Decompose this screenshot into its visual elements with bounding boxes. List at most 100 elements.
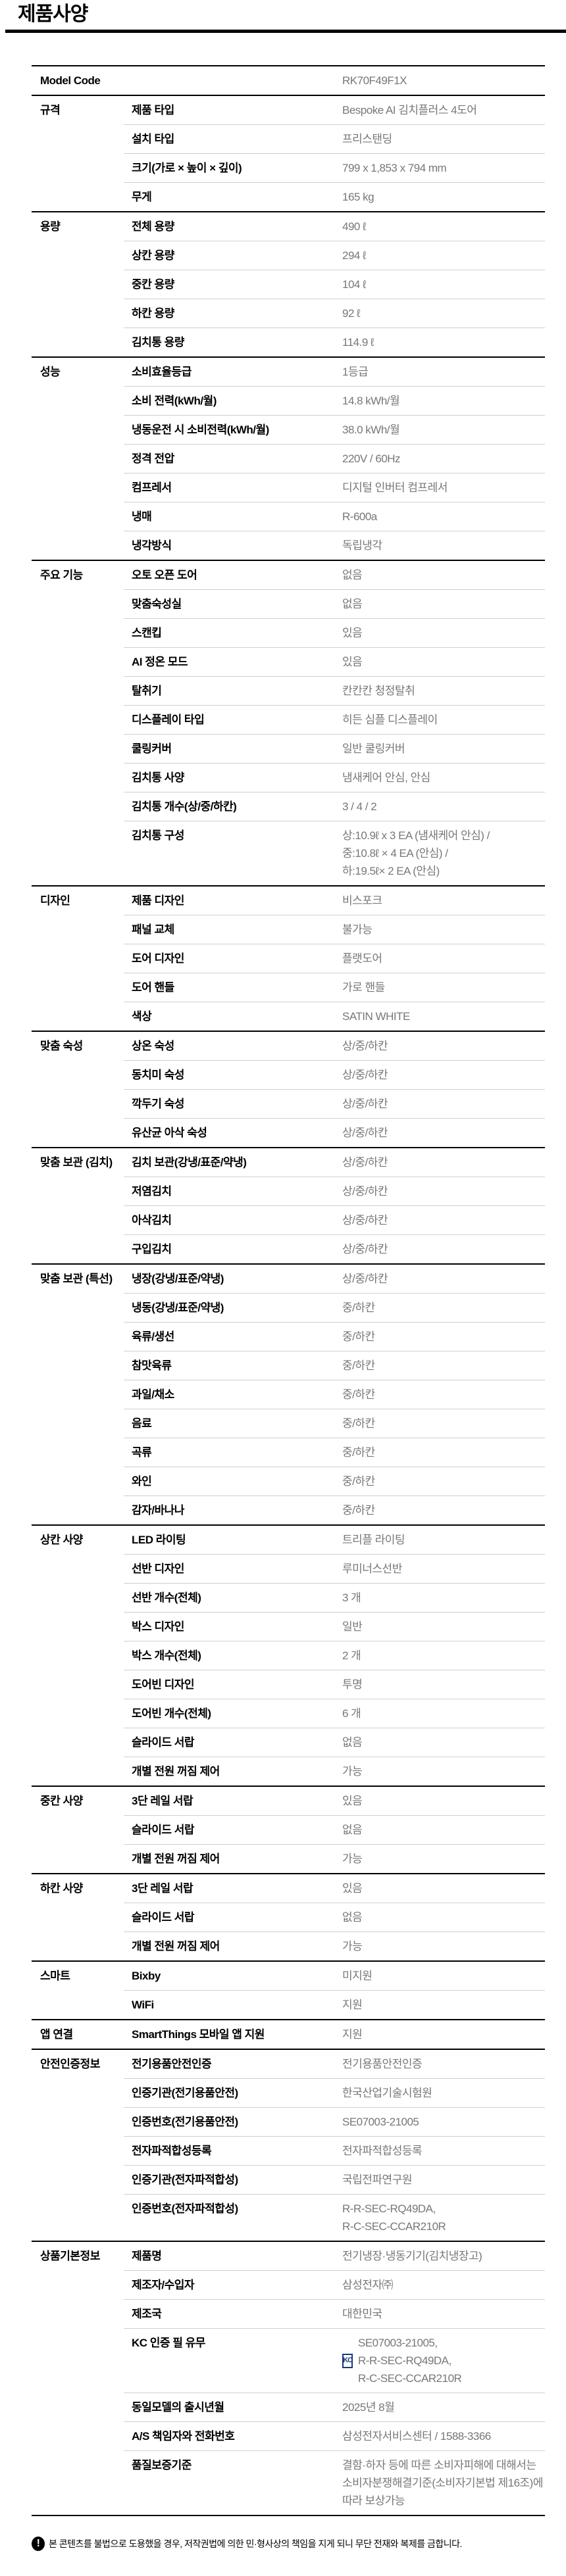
spec-row: 와인 중/하칸 bbox=[124, 1467, 545, 1495]
spec-row: 깍두기 숙성 상/중/하칸 bbox=[124, 1089, 545, 1118]
spec-value: 없음 bbox=[342, 569, 363, 581]
section-label: 상칸 사양 bbox=[40, 1534, 83, 1546]
spec-row: 음료 중/하칸 bbox=[124, 1409, 545, 1438]
spec-row: 도어빈 디자인 투명 bbox=[124, 1670, 545, 1699]
spec-row: 선반 디자인 루미너스선반 bbox=[124, 1554, 545, 1583]
spec-label: 곡류 bbox=[132, 1446, 152, 1459]
spec-row: 설치 타입 프리스탠딩 bbox=[124, 124, 545, 153]
spec-label: 전기용품안전인증 bbox=[132, 2058, 212, 2070]
section-label: 맞춤 숙성 bbox=[40, 1040, 83, 1052]
spec-section: 주요 기능 오토 오픈 도어 없음 맞춤숙성실 없음 스캔킵 있음 AI 정온 모드 있음 탈취기… bbox=[32, 560, 545, 885]
section-rows: 3단 레일 서랍 있음 슬라이드 서랍 없음 개별 전원 꺼짐 제어 가능 bbox=[124, 1874, 545, 1960]
spec-section: 맞춤 숙성 상온 숙성 상/중/하칸 동치미 숙성 상/중/하칸 깍두기 숙성 상/중/하칸… bbox=[32, 1031, 545, 1147]
spec-row: 정격 전압 220V / 60Hz bbox=[124, 444, 545, 473]
kc-mark-icon: KC bbox=[342, 2353, 353, 2368]
spec-label: 도어빈 디자인 bbox=[132, 1678, 195, 1691]
spec-value: 가능 bbox=[342, 1765, 363, 1778]
spec-label: 상칸 용량 bbox=[132, 249, 174, 262]
spec-row: 유산균 아삭 숙성 상/중/하칸 bbox=[124, 1118, 545, 1147]
spec-label: 도어 디자인 bbox=[132, 952, 184, 965]
spec-label: 컴프레서 bbox=[132, 481, 172, 494]
spec-value: 상/중/하칸 bbox=[342, 1098, 388, 1110]
section-label: 주요 기능 bbox=[40, 569, 83, 581]
spec-section: 하칸 사양 3단 레일 서랍 있음 슬라이드 서랍 없음 개별 전원 꺼짐 제어 가능 bbox=[32, 1873, 545, 1960]
spec-label: 패널 교체 bbox=[132, 923, 174, 936]
spec-value: 있음 bbox=[342, 1795, 363, 1807]
spec-row: 전체 용량 490 ℓ bbox=[124, 212, 545, 241]
spec-label: 개별 전원 꺼짐 제어 bbox=[132, 1853, 220, 1865]
spec-label: 제조자/수입자 bbox=[132, 2279, 195, 2291]
spec-row: 김치 보관(강냉/표준/약냉) 상/중/하칸 bbox=[124, 1148, 545, 1177]
spec-row: 선반 개수(전체) 3 개 bbox=[124, 1583, 545, 1612]
spec-row: 도어빈 개수(전체) 6 개 bbox=[124, 1699, 545, 1728]
spec-table: Model Code RK70F49F1X 규격 제품 타입 Bespoke AI … bbox=[32, 65, 545, 2516]
spec-label: 감자/바나나 bbox=[132, 1504, 184, 1517]
spec-value: 일반 쿨링커버 bbox=[342, 742, 405, 755]
spec-label: 냉매 bbox=[132, 510, 152, 523]
spec-value: 상/중/하칸 bbox=[342, 1243, 388, 1255]
spec-label: Bixby bbox=[132, 1970, 161, 1982]
spec-section: 상칸 사양 LED 라이팅 트리플 라이팅 선반 디자인 루미너스선반 선반 개수(전체)… bbox=[32, 1524, 545, 1786]
spec-label: 인증기관(전자파적합성) bbox=[132, 2174, 238, 2186]
spec-label: 저염김치 bbox=[132, 1185, 172, 1198]
spec-row: 냉동(강냉/표준/약냉) 중/하칸 bbox=[124, 1293, 545, 1322]
spec-value: SATIN WHITE bbox=[342, 1010, 410, 1023]
spec-value: 상/중/하칸 bbox=[342, 1127, 388, 1139]
spec-value: R-600a bbox=[342, 510, 377, 523]
spec-value: 삼성전자㈜ bbox=[342, 2279, 394, 2291]
spec-row: 하칸 용량 92 ℓ bbox=[124, 299, 545, 328]
spec-value: 히든 심플 디스플레이 bbox=[342, 714, 438, 726]
spec-value: 독립냉각 bbox=[342, 539, 382, 552]
spec-value: 중/하칸 bbox=[342, 1504, 375, 1517]
spec-label: 유산균 아삭 숙성 bbox=[132, 1127, 207, 1139]
value-line: SE07003-21005, bbox=[358, 2337, 438, 2349]
spec-value: 중/하칸 bbox=[342, 1359, 375, 1372]
spec-value: 중/하칸 bbox=[342, 1301, 375, 1314]
spec-label: 상온 숙성 bbox=[132, 1040, 174, 1052]
spec-value: 중/하칸 bbox=[342, 1446, 375, 1459]
spec-label: 3단 레일 서랍 bbox=[132, 1795, 193, 1807]
spec-row: 저염김치 상/중/하칸 bbox=[124, 1177, 545, 1205]
spec-value: 상/중/하칸 bbox=[342, 1040, 388, 1052]
spec-label: 제품 디자인 bbox=[132, 894, 184, 907]
spec-label: 정격 전압 bbox=[132, 452, 174, 465]
spec-label: LED 라이팅 bbox=[132, 1534, 186, 1546]
spec-row: 스캔킵 있음 bbox=[124, 618, 545, 647]
copyright-notice: ! 본 콘텐츠를 불법으로 도용했을 경우, 저작권법에 의한 민·형사상의 책… bbox=[32, 2537, 462, 2551]
spec-value: 가능 bbox=[342, 1940, 363, 1953]
spec-label: 스캔킵 bbox=[132, 627, 162, 639]
spec-label: 슬라이드 서랍 bbox=[132, 1911, 195, 1924]
spec-row: 전자파적합성등록 전자파적합성등록 bbox=[124, 2136, 545, 2165]
spec-row: 인증번호(전기용품안전) SE07003-21005 bbox=[124, 2107, 545, 2136]
spec-value: 없음 bbox=[342, 598, 363, 610]
spec-label: 김치통 사양 bbox=[132, 771, 184, 784]
spec-label: 김치 보관(강냉/표준/약냉) bbox=[132, 1156, 247, 1169]
spec-label: 개별 전원 꺼짐 제어 bbox=[132, 1765, 220, 1778]
spec-label: 하칸 용량 bbox=[132, 307, 174, 320]
spec-label: 참맛육류 bbox=[132, 1359, 172, 1372]
spec-value: 비스포크 bbox=[342, 894, 382, 907]
spec-label: 무게 bbox=[132, 191, 152, 203]
spec-label: 전체 용량 bbox=[132, 220, 174, 233]
spec-row: 3단 레일 서랍 있음 bbox=[124, 1874, 545, 1903]
spec-row: 인증기관(전기용품안전) 한국산업기술시험원 bbox=[124, 2078, 545, 2107]
spec-value: 디지털 인버터 컴프레서 bbox=[342, 481, 448, 494]
spec-value: 결함·하자 등에 따른 소비자피해에 대해서는 소비자분쟁해결기준(소비자기본법… bbox=[342, 2459, 543, 2507]
spec-row: 탈취기 칸칸칸 청정탈취 bbox=[124, 676, 545, 705]
spec-row: 쿨링커버 일반 쿨링커버 bbox=[124, 734, 545, 763]
spec-label: A/S 책임자와 전화번호 bbox=[132, 2430, 235, 2442]
spec-section: 상품기본정보 제품명 전기냉장·냉동기기(김치냉장고) 제조자/수입자 삼성전자㈜ 제조국… bbox=[32, 2241, 545, 2516]
spec-value: 165 kg bbox=[342, 191, 374, 203]
spec-label: 박스 디자인 bbox=[132, 1620, 184, 1633]
spec-label: 색상 bbox=[132, 1010, 152, 1023]
spec-label: 제조국 bbox=[132, 2308, 162, 2320]
spec-label: 인증번호(전자파적합성) bbox=[132, 2202, 238, 2215]
page-title: 제품사양 bbox=[18, 3, 88, 25]
spec-value: 미지원 bbox=[342, 1970, 373, 1982]
exclamation-icon: ! bbox=[32, 2537, 45, 2551]
spec-value: 프리스탠딩 bbox=[342, 133, 392, 145]
spec-value: 중/하칸 bbox=[342, 1475, 375, 1488]
section-label: 상품기본정보 bbox=[40, 2250, 100, 2262]
spec-label: 품질보증기준 bbox=[132, 2459, 192, 2471]
spec-value: 중/하칸 bbox=[342, 1330, 375, 1343]
